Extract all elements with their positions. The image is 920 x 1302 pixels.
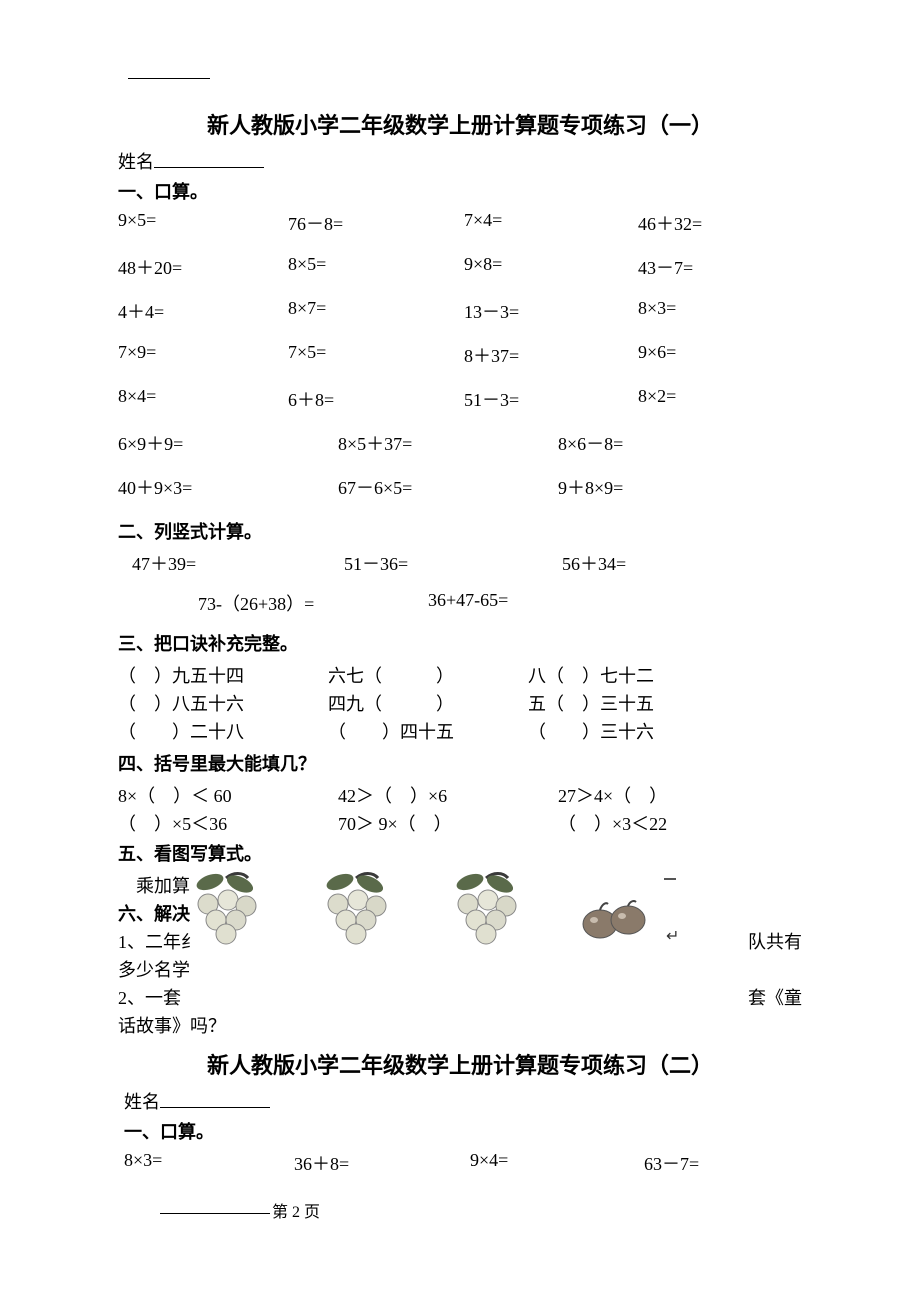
- eq: 9×6=: [638, 342, 802, 368]
- s6-q1b: 队共有: [748, 928, 802, 954]
- eq: 67－6×5=: [338, 474, 558, 500]
- s1-row-1: 9×5= 76－8= 7×4= 46＋32=: [118, 210, 802, 236]
- eq: 9×4=: [470, 1150, 644, 1176]
- eq: 36＋8=: [294, 1150, 470, 1176]
- eq: 9＋8×9=: [558, 474, 802, 500]
- s1-row-4: 7×9= 7×5= 8＋37= 9×6=: [118, 342, 802, 368]
- name-label: 姓名: [124, 1092, 160, 1112]
- section-1-heading: 一、口算。: [118, 178, 802, 204]
- s1-row-2: 48＋20= 8×5= 9×8= 43－7=: [118, 254, 802, 280]
- s2-row-1: 47＋39= 51－36= 56＋34=: [118, 550, 802, 576]
- mnemonic: 四九（ ）: [328, 690, 528, 716]
- s4-row-2: （ ）×5＜36 70＞ 9×（ ） （ ）×3＜22: [118, 810, 802, 836]
- s6-q2-line1: 2、一套 套《童: [118, 984, 802, 1010]
- eq: 6×9＋9=: [118, 430, 338, 456]
- page: 新人教版小学二年级数学上册计算题专项练习（一） 姓名 一、口算。 9×5= 76…: [0, 0, 920, 1242]
- eq: 8×3=: [638, 298, 802, 324]
- top-horizontal-rule: [128, 78, 210, 79]
- eq: 7×5=: [288, 342, 464, 368]
- mnemonic: （ ）三十六: [528, 718, 802, 744]
- eq: 56＋34=: [562, 550, 802, 576]
- eq: 8×4=: [118, 386, 288, 412]
- s3-row-2: （ ）八五十六 四九（ ） 五（ ）三十五: [118, 690, 802, 716]
- name-line: 姓名: [118, 148, 802, 174]
- s6-q1-line2: 多少名学: [118, 956, 802, 982]
- eq: 8×2=: [638, 386, 802, 412]
- eq: 8×5=: [288, 254, 464, 280]
- set2-row-1: 8×3= 36＋8= 9×4= 63－7=: [118, 1150, 802, 1176]
- s1-row-3: 4＋4= 8×7= 13－3= 8×3=: [118, 298, 802, 324]
- eq: 51－3=: [464, 386, 638, 412]
- name-blank[interactable]: [154, 150, 264, 168]
- section-2-heading: 二、列竖式计算。: [118, 518, 802, 544]
- s5-subtext: 乘加算: [118, 872, 802, 898]
- eq: 6＋8=: [288, 386, 464, 412]
- mnemonic: 八（ ）七十二: [528, 662, 802, 688]
- eq: 9×8=: [464, 254, 638, 280]
- page-footer: 第 2 页: [118, 1198, 802, 1222]
- set2-section-1-heading: 一、口算。: [118, 1118, 802, 1144]
- s6-q1-line1: 1、二年纟 队共有: [118, 928, 802, 954]
- s1-row-6: 6×9＋9= 8×5＋37= 8×6－8=: [118, 430, 802, 456]
- s6-q1a: 1、二年纟: [118, 932, 199, 952]
- section-3-heading: 三、把口诀补充完整。: [118, 630, 802, 656]
- section-5-pic-wrap: 乘加算 六、解决 1、二年纟 队共有 多少名学 2、一套 套《童 话故事》吗？: [118, 872, 802, 1038]
- s6-q2a: 2、一套: [118, 988, 181, 1008]
- page-number: 第 2 页: [272, 1204, 320, 1221]
- s2-row-2: 73-（26+38）= 36+47-65=: [118, 590, 802, 616]
- eq: 73-（26+38）=: [118, 590, 428, 616]
- eq: 63－7=: [644, 1150, 802, 1176]
- eq: 8×6－8=: [558, 430, 802, 456]
- ineq: 27＞4×（ ）: [558, 782, 802, 808]
- s3-row-3: （ ）二十八 （ ）四十五 （ ）三十六: [118, 718, 802, 744]
- mnemonic: （ ）八五十六: [118, 690, 328, 716]
- s4-row-1: 8×（ ）＜ 60 42＞（ ）×6 27＞4×（ ）: [118, 782, 802, 808]
- eq: 4＋4=: [118, 298, 288, 324]
- mnemonic: （ ）二十八: [118, 718, 328, 744]
- mnemonic: 六七（ ）: [328, 662, 528, 688]
- eq: 7×4=: [464, 210, 638, 236]
- eq: 51－36=: [344, 550, 562, 576]
- ineq: 8×（ ）＜ 60: [118, 782, 338, 808]
- eq: 46＋32=: [638, 210, 802, 236]
- eq: 76－8=: [288, 210, 464, 236]
- mnemonic: （ ）九五十四: [118, 662, 328, 688]
- footer-rule: [160, 1213, 270, 1214]
- eq: 8×7=: [288, 298, 464, 324]
- name-blank-2[interactable]: [160, 1090, 270, 1108]
- eq: 40＋9×3=: [118, 474, 338, 500]
- s1-row-7: 40＋9×3= 67－6×5= 9＋8×9=: [118, 474, 802, 500]
- name-label: 姓名: [118, 152, 154, 172]
- eq: 47＋39=: [118, 550, 344, 576]
- s1-row-5: 8×4= 6＋8= 51－3= 8×2=: [118, 386, 802, 412]
- ineq: （ ）×5＜36: [118, 810, 338, 836]
- worksheet-title-2: 新人教版小学二年级数学上册计算题专项练习（二）: [118, 1048, 802, 1080]
- s3-row-1: （ ）九五十四 六七（ ） 八（ ）七十二: [118, 662, 802, 688]
- s6-q2-line2: 话故事》吗？: [118, 1012, 802, 1038]
- name-line-2: 姓名: [118, 1088, 802, 1114]
- ineq: （ ）×3＜22: [558, 810, 802, 836]
- section-6-heading: 六、解决: [118, 900, 802, 926]
- ineq: 42＞（ ）×6: [338, 782, 558, 808]
- eq: 8＋37=: [464, 342, 638, 368]
- eq: 8×3=: [124, 1150, 294, 1176]
- eq: 9×5=: [118, 210, 288, 236]
- eq: 43－7=: [638, 254, 802, 280]
- eq: 8×5＋37=: [338, 430, 558, 456]
- eq: 13－3=: [464, 298, 638, 324]
- s6-q2b: 套《童: [748, 984, 802, 1010]
- section-5-heading: 五、看图写算式。: [118, 840, 802, 866]
- eq: 7×9=: [118, 342, 288, 368]
- section-4-heading: 四、括号里最大能填几？: [118, 750, 802, 776]
- worksheet-title-1: 新人教版小学二年级数学上册计算题专项练习（一）: [118, 108, 802, 140]
- mnemonic: 五（ ）三十五: [528, 690, 802, 716]
- mnemonic: （ ）四十五: [328, 718, 528, 744]
- eq: 48＋20=: [118, 254, 288, 280]
- eq: 36+47-65=: [428, 590, 802, 616]
- ineq: 70＞ 9×（ ）: [338, 810, 558, 836]
